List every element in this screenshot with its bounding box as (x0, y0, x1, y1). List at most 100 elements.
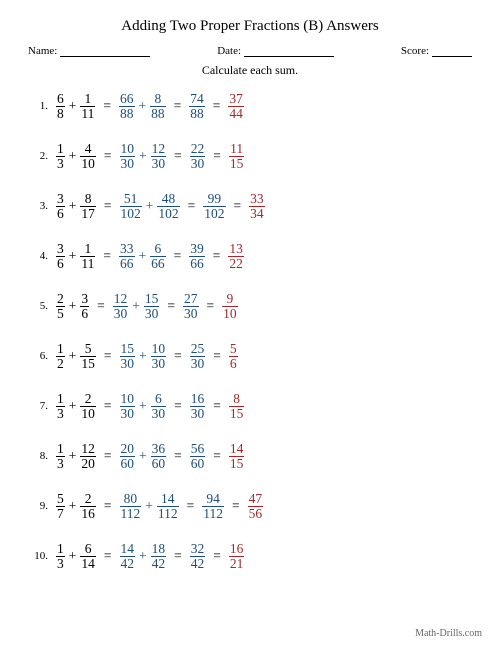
numerator: 3 (56, 192, 65, 206)
fraction: 1115 (229, 142, 245, 170)
numerator: 20 (120, 442, 136, 456)
numerator: 51 (123, 192, 139, 206)
plus-sign: + (69, 199, 77, 213)
problem-number: 10. (30, 551, 48, 562)
fraction: 666 (150, 242, 166, 270)
plus-sign: + (69, 399, 77, 413)
score-label: Score: (401, 45, 429, 57)
fraction: 1220 (80, 442, 96, 470)
equals-sign: = (167, 299, 175, 313)
problem-number: 9. (30, 501, 48, 512)
denominator: 30 (190, 157, 206, 171)
denominator: 44 (228, 107, 244, 121)
numerator: 99 (207, 192, 223, 206)
numerator: 25 (190, 342, 206, 356)
denominator: 20 (80, 457, 96, 471)
numerator: 2 (84, 392, 93, 406)
numerator: 66 (119, 92, 135, 106)
equals-sign: = (174, 449, 182, 463)
fraction: 817 (80, 192, 96, 220)
denominator: 11 (80, 257, 95, 271)
equals-sign: = (213, 99, 221, 113)
fraction: 94112 (202, 492, 224, 520)
numerator: 12 (80, 442, 96, 456)
equals-sign: = (213, 149, 221, 163)
denominator: 112 (120, 507, 142, 521)
denominator: 42 (120, 557, 136, 571)
equals-sign: = (104, 199, 112, 213)
numerator: 47 (248, 492, 264, 506)
equals-sign: = (104, 349, 112, 363)
problem-number: 4. (30, 251, 48, 262)
plus-sign: + (145, 499, 153, 513)
equals-sign: = (103, 249, 111, 263)
numerator: 27 (183, 292, 199, 306)
plus-sign: + (139, 249, 147, 263)
fraction: 13 (56, 392, 65, 420)
denominator: 66 (150, 257, 166, 271)
equals-sign: = (104, 149, 112, 163)
fraction: 1230 (151, 142, 167, 170)
fraction: 36 (56, 242, 65, 270)
fraction: 216 (80, 492, 96, 520)
numerator: 56 (190, 442, 206, 456)
equals-sign: = (213, 349, 221, 363)
fraction: 1322 (228, 242, 244, 270)
fraction: 13 (56, 542, 65, 570)
fraction: 6688 (119, 92, 135, 120)
problem-row: 2.13+410=1030+1230=2230=1115 (30, 142, 472, 170)
fraction: 14112 (157, 492, 179, 520)
fraction: 3366 (119, 242, 135, 270)
numerator: 48 (161, 192, 177, 206)
score-field: Score: (401, 45, 472, 57)
fraction: 1530 (120, 342, 136, 370)
plus-sign: + (69, 449, 77, 463)
numerator: 14 (120, 542, 136, 556)
plus-sign: + (69, 499, 77, 513)
denominator: 60 (190, 457, 206, 471)
fraction: 410 (80, 142, 96, 170)
fraction: 68 (56, 92, 65, 120)
fraction: 7488 (189, 92, 205, 120)
problem-number: 5. (30, 301, 48, 312)
numerator: 10 (120, 142, 136, 156)
denominator: 15 (229, 157, 245, 171)
plus-sign: + (139, 149, 147, 163)
fraction: 2230 (190, 142, 206, 170)
problem-number: 2. (30, 151, 48, 162)
denominator: 112 (157, 507, 179, 521)
problem-row: 9.57+216=80112+14112=94112=4756 (30, 492, 472, 520)
denominator: 17 (80, 207, 96, 221)
denominator: 30 (190, 357, 206, 371)
numerator: 94 (205, 492, 221, 506)
page-title: Adding Two Proper Fractions (B) Answers (28, 18, 472, 35)
fraction: 111 (80, 242, 95, 270)
equals-sign: = (174, 549, 182, 563)
equals-sign: = (104, 399, 112, 413)
denominator: 112 (202, 507, 224, 521)
date-blank[interactable] (244, 46, 334, 57)
problem-number: 8. (30, 451, 48, 462)
numerator: 16 (190, 392, 206, 406)
score-blank[interactable] (432, 46, 472, 57)
numerator: 5 (229, 342, 238, 356)
fraction: 1630 (190, 392, 206, 420)
numerator: 5 (84, 342, 93, 356)
denominator: 3 (56, 157, 65, 171)
fraction: 111 (80, 92, 95, 120)
plus-sign: + (69, 99, 77, 113)
name-blank[interactable] (60, 46, 150, 57)
numerator: 3 (56, 242, 65, 256)
fraction: 3242 (190, 542, 206, 570)
denominator: 34 (249, 207, 265, 221)
equals-sign: = (174, 99, 182, 113)
fraction: 614 (80, 542, 96, 570)
denominator: 30 (120, 157, 136, 171)
fraction: 815 (229, 392, 245, 420)
equals-sign: = (213, 249, 221, 263)
fraction: 57 (56, 492, 65, 520)
numerator: 14 (229, 442, 245, 456)
denominator: 6 (229, 357, 238, 371)
denominator: 15 (229, 457, 245, 471)
problem-row: 10.13+614=1442+1842=3242=1621 (30, 542, 472, 570)
